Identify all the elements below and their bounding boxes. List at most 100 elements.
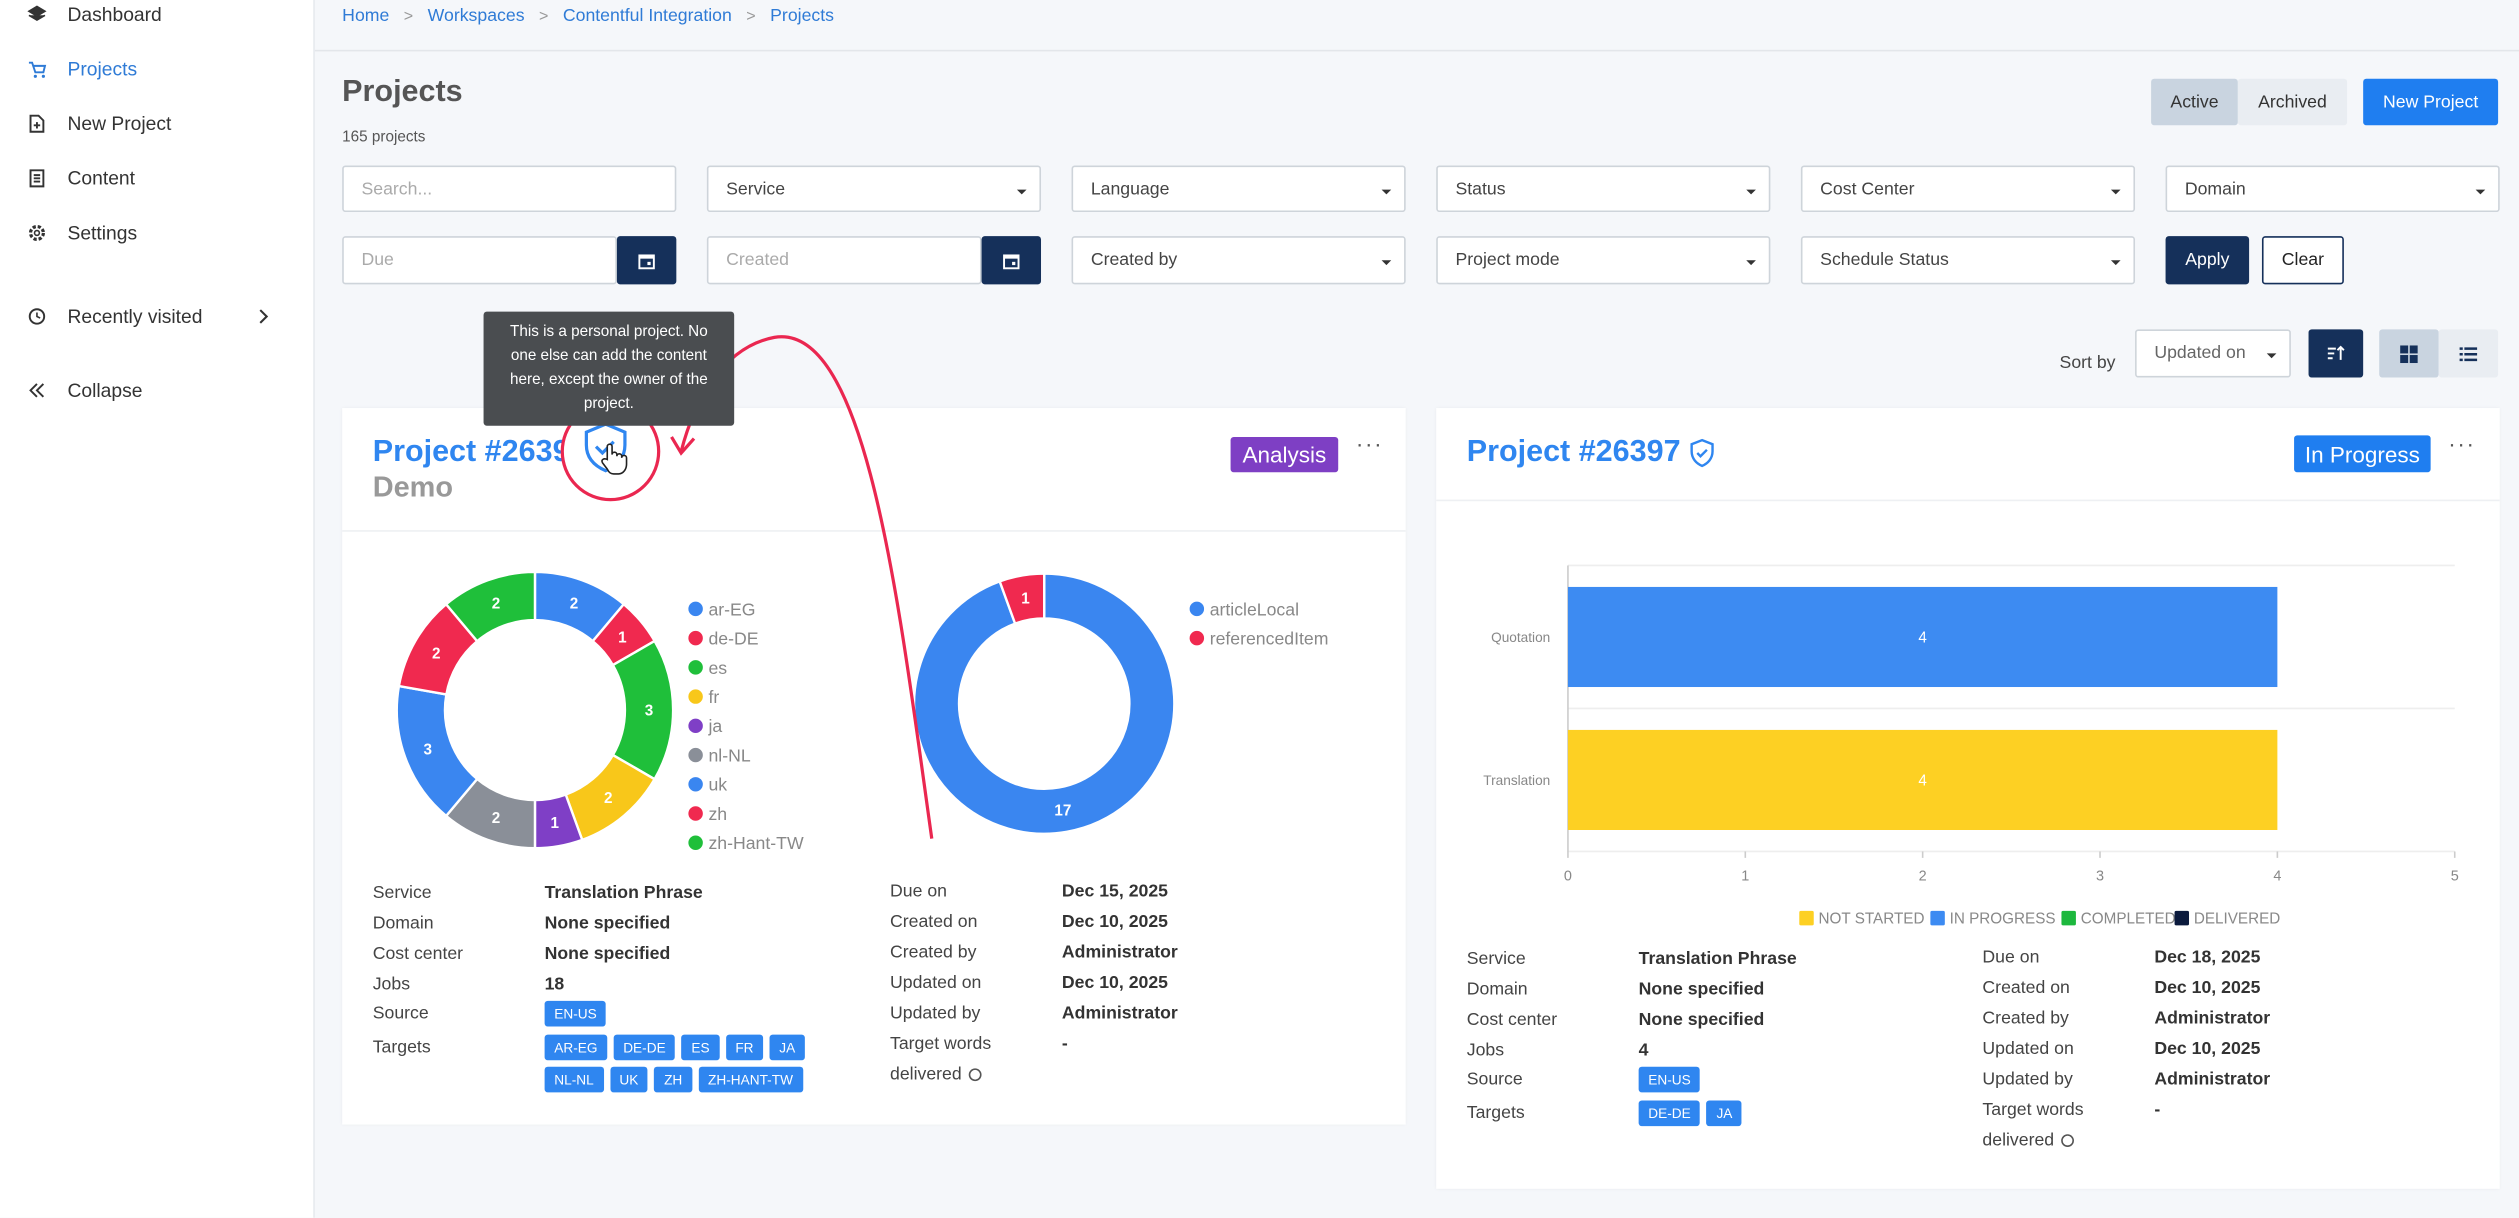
caret: [1016, 188, 1027, 194]
info-label: Created on: [890, 908, 1006, 939]
info-row: Cost center None specified: [373, 938, 858, 969]
info-icon[interactable]: [2060, 1134, 2074, 1148]
info-label: Due on: [1982, 943, 2098, 974]
info-value: Administrator: [1061, 1004, 1178, 1024]
nav-item[interactable]: Projects: [67, 57, 138, 81]
calendar-button[interactable]: [616, 236, 677, 285]
page-title: Projects: [342, 75, 463, 110]
breadcrumb: Home > Workspaces > Contentful Integration > P…: [342, 6, 834, 25]
info-label: Cost center: [372, 943, 464, 964]
icon: [29, 383, 45, 398]
chip-list: AR-EG DE-DE ES FR JA NL-NL UK ZH ZH-HANT-TW: [544, 1033, 834, 1099]
toggle-active[interactable]: Active: [2151, 78, 2238, 126]
filter-select[interactable]: Project mode: [1436, 236, 1771, 285]
language-chip: NL-NL: [544, 1066, 604, 1093]
nav-item[interactable]: Recently visited: [67, 305, 203, 328]
project-title[interactable]: Project #26397: [1466, 435, 1681, 470]
info-value: Dec 10, 2025: [2154, 978, 2261, 998]
sort-value: Updated on: [2154, 343, 2246, 364]
info-label: Created on: [1982, 974, 2098, 1005]
crumb[interactable]: Workspaces: [427, 6, 525, 26]
info-row: Source EN-US: [373, 999, 858, 1033]
caret: [2475, 188, 2486, 194]
list-view-button[interactable]: [2438, 329, 2499, 378]
info-row: Target words delivered -: [890, 1030, 1372, 1091]
filter-select[interactable]: Language: [1071, 165, 1406, 213]
info-label: Targets: [372, 1037, 431, 1058]
nav-item[interactable]: Collapse: [67, 379, 143, 402]
nav-item[interactable]: Dashboard: [67, 3, 162, 26]
language-chip: JA: [769, 1034, 805, 1061]
info-value: Administrator: [2154, 1069, 2271, 1090]
language-chip: ZH-HANT-TW: [698, 1066, 803, 1093]
sort-icon: [2327, 345, 2345, 360]
info-label-text: Target words delivered: [890, 1034, 992, 1085]
info-label-text: Created on: [890, 912, 978, 932]
info-label-text: Due on: [890, 881, 948, 902]
language-chip: AR-EG: [544, 1034, 608, 1061]
nav-item[interactable]: Settings: [67, 221, 138, 245]
icon: [28, 61, 47, 78]
filter-select[interactable]: Schedule Status: [1800, 236, 2136, 285]
filter-select[interactable]: Domain: [2165, 165, 2500, 213]
grid-view-button[interactable]: [2379, 329, 2439, 378]
info-value: Dec 18, 2025: [2154, 947, 2261, 968]
created-input[interactable]: Created: [706, 236, 982, 285]
crumb[interactable]: Home: [342, 6, 390, 26]
clear-button[interactable]: Clear: [2261, 236, 2344, 285]
nav-item[interactable]: New Project: [67, 112, 172, 135]
info-list: Service Translation Phrase Domain None spec…: [1467, 943, 1951, 1133]
sort-select[interactable]: Updated on: [2135, 329, 2291, 378]
caret: [1746, 260, 1756, 266]
date-list: Due on Dec 18, 2025 Created on Dec 10, 2025…: [1982, 943, 2464, 1157]
select-label: Service: [726, 179, 786, 199]
info-row: Jobs 4: [1467, 1035, 1951, 1066]
nav-item[interactable]: Content: [67, 167, 135, 190]
list-icon: [2459, 346, 2478, 361]
info-label: Targets: [1466, 1103, 1525, 1123]
info-label-text: Created by: [890, 943, 977, 963]
info-value: Translation Phrase: [1638, 948, 1797, 968]
select-label: Status: [1455, 179, 1506, 199]
language-chip: FR: [725, 1034, 764, 1061]
info-label: Cost center: [1466, 1009, 1558, 1029]
info-icon[interactable]: [968, 1068, 981, 1082]
sort-direction-button[interactable]: [2308, 329, 2364, 378]
more-menu[interactable]: ···: [1355, 430, 1384, 457]
more-menu[interactable]: ···: [2448, 430, 2476, 457]
apply-button[interactable]: Apply: [2165, 236, 2250, 285]
search-input[interactable]: Search...: [342, 165, 677, 213]
info-label: Updated on: [1982, 1035, 2098, 1066]
info-value: Administrator: [2154, 1008, 2271, 1029]
calendar-icon: [1003, 253, 1020, 269]
info-row: Target words delivered -: [1982, 1096, 2464, 1157]
crumb[interactable]: Contentful Integration: [562, 6, 732, 26]
language-chip: EN-US: [1638, 1066, 1701, 1093]
info-label: Updated by: [890, 999, 1006, 1030]
filter-select[interactable]: Cost Center: [1800, 165, 2136, 213]
info-label-text: Target words delivered: [1982, 1100, 2084, 1151]
info-value: None specified: [544, 913, 671, 933]
info-label-text: Updated by: [1982, 1069, 2073, 1090]
personal-shield-icon[interactable]: [1688, 438, 1715, 468]
info-label: Updated on: [890, 969, 1006, 1000]
info-label: Jobs: [1466, 1040, 1505, 1060]
info-value: Translation Phrase: [544, 882, 703, 903]
divider: [342, 530, 1406, 532]
toggle-archived[interactable]: Archived: [2237, 78, 2348, 126]
info-value: Dec 15, 2025: [1061, 881, 1169, 902]
caret: [2266, 353, 2277, 359]
new-project-button[interactable]: New Project: [2363, 78, 2499, 126]
chip-list: DE-DE JA: [1638, 1099, 1928, 1133]
info-label-text: Updated by: [890, 1004, 981, 1024]
project-title[interactable]: Project #2639: [372, 435, 570, 470]
filter-select[interactable]: Service: [706, 165, 1042, 213]
crumb[interactable]: Projects: [770, 6, 834, 26]
filter-select[interactable]: Status: [1436, 165, 1771, 213]
calendar-button[interactable]: [981, 236, 1042, 285]
filter-select[interactable]: Created by: [1071, 236, 1406, 285]
due-input[interactable]: Due: [342, 236, 617, 285]
select-label: Created by: [1090, 250, 1178, 270]
chip-list: EN-US: [544, 999, 834, 1033]
